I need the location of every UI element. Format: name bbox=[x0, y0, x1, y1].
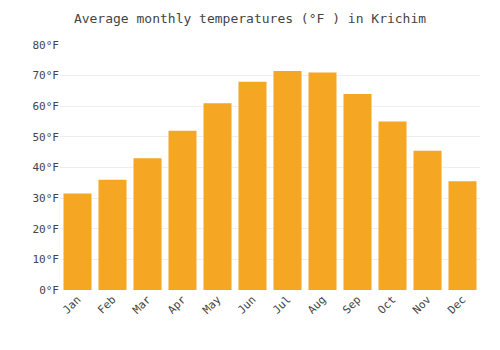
svg-text:50°F: 50°F bbox=[33, 131, 60, 144]
svg-text:Feb: Feb bbox=[95, 293, 118, 316]
svg-text:Nov: Nov bbox=[410, 293, 434, 317]
svg-text:Apr: Apr bbox=[165, 293, 189, 317]
svg-text:Jul: Jul bbox=[270, 293, 293, 316]
svg-text:20°F: 20°F bbox=[33, 223, 60, 236]
svg-text:Sep: Sep bbox=[340, 293, 363, 316]
svg-text:80°F: 80°F bbox=[33, 39, 60, 52]
svg-text:30°F: 30°F bbox=[33, 192, 60, 205]
svg-text:Jan: Jan bbox=[60, 293, 83, 316]
svg-text:Jun: Jun bbox=[235, 293, 258, 316]
svg-text:Aug: Aug bbox=[305, 293, 328, 316]
svg-text:Dec: Dec bbox=[445, 293, 468, 316]
svg-text:Mar: Mar bbox=[130, 293, 154, 317]
svg-text:10°F: 10°F bbox=[33, 253, 60, 266]
svg-text:70°F: 70°F bbox=[33, 69, 60, 82]
svg-text:May: May bbox=[200, 293, 224, 317]
svg-text:Average monthly temperatures (: Average monthly temperatures (°F ) in Kr… bbox=[74, 11, 426, 26]
svg-text:Oct: Oct bbox=[375, 293, 398, 316]
svg-text:60°F: 60°F bbox=[33, 100, 60, 113]
svg-text:0°F: 0°F bbox=[39, 284, 59, 297]
svg-text:40°F: 40°F bbox=[33, 161, 60, 174]
